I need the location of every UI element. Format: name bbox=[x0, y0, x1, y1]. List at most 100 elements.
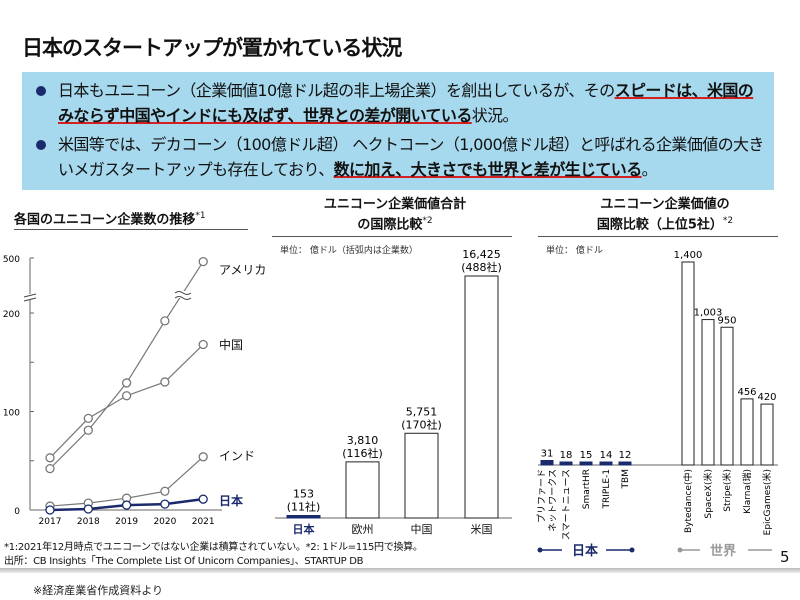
data-point bbox=[45, 453, 55, 463]
chart3-rule bbox=[538, 236, 778, 237]
category-label: 米国 bbox=[471, 523, 493, 536]
group-label: 世界 bbox=[710, 543, 736, 559]
bar bbox=[720, 326, 734, 466]
category-label: ネットワークス bbox=[548, 469, 559, 532]
series-line-中国 bbox=[49, 344, 204, 459]
series-label: インド bbox=[219, 449, 255, 463]
bar-中国 bbox=[404, 432, 439, 519]
data-point bbox=[121, 391, 132, 401]
group-label: 日本 bbox=[572, 543, 598, 559]
summary-box: 日本もユニコーン（企業価値10億ドル超の非上場企業）を創出しているが、そのスピー… bbox=[22, 72, 774, 190]
data-point bbox=[160, 499, 170, 509]
category-label: Bytedance(中) bbox=[682, 469, 694, 533]
line-break-icon bbox=[174, 291, 192, 300]
line-break-gap bbox=[176, 291, 190, 298]
chart3-title: ユニコーン企業価値の国際比較（上位5社）*2 bbox=[540, 196, 790, 233]
category-label: スマートニュース bbox=[562, 469, 572, 540]
bar-日本 bbox=[286, 515, 321, 519]
y-tick-label: 500 bbox=[3, 255, 20, 265]
bar bbox=[618, 461, 632, 466]
data-point bbox=[198, 494, 208, 504]
value-label: 420 bbox=[757, 392, 776, 403]
x-tick-label: 2018 bbox=[77, 517, 100, 527]
category-label: Klarna(瑞) bbox=[741, 469, 753, 514]
bar bbox=[740, 398, 754, 466]
bullet-text: 状況。 bbox=[471, 106, 519, 125]
x-tick-label: 2019 bbox=[115, 517, 138, 527]
bar bbox=[579, 461, 593, 466]
group-dot-icon bbox=[629, 547, 635, 553]
axis-break-icon bbox=[23, 293, 37, 302]
bar bbox=[701, 319, 715, 466]
bar bbox=[599, 461, 613, 466]
bullet-1: 日本もユニコーン（企業価値10億ドル超の非上場企業）を創出しているが、そのスピー… bbox=[32, 78, 764, 128]
value-label: 18 bbox=[560, 450, 573, 461]
series-label: アメリカ bbox=[219, 263, 266, 277]
category-label: SpaceX(米) bbox=[702, 469, 714, 519]
y-tick-label: 0 bbox=[14, 507, 20, 517]
bullet-emphasis: スピードは、米国のみならず中国やインドにも及ばず、世界との差が開いている bbox=[58, 81, 754, 125]
data-point bbox=[83, 425, 93, 435]
category-label: EpicGames(米) bbox=[761, 469, 773, 535]
chart3-unit: 単位： 億ドル bbox=[546, 246, 603, 256]
data-point bbox=[45, 505, 55, 515]
y-tick-label: 100 bbox=[3, 409, 20, 419]
chart2-title-l2: の国際比較 bbox=[357, 217, 423, 233]
chart2-title-l1: ユニコーン企業価値合計 bbox=[323, 197, 467, 212]
slide-bottom-border bbox=[0, 568, 800, 573]
count-label: (170社) bbox=[401, 417, 442, 431]
credit-note: ※経済産業省作成資料より bbox=[33, 584, 163, 597]
bar bbox=[681, 261, 695, 466]
value-label: 1,003 bbox=[694, 308, 723, 319]
series-label: 日本 bbox=[219, 493, 243, 508]
value-label: 16,425 bbox=[462, 248, 501, 261]
bullet-dot-icon bbox=[36, 86, 46, 96]
category-label: SmartHR bbox=[582, 469, 592, 509]
chart3-title-l1: ユニコーン企業価値の bbox=[600, 197, 730, 212]
bar-米国 bbox=[464, 275, 499, 519]
count-label: (116社) bbox=[342, 446, 383, 460]
chart1-title-text: 各国のユニコーン企業数の推移 bbox=[14, 212, 196, 228]
footnote: *1:2021年12月時点でユニコーンではない企業は積算されていない。*2: 1… bbox=[4, 542, 423, 553]
group-dot-icon bbox=[537, 547, 543, 553]
category-label: Stripe(米) bbox=[721, 469, 733, 512]
chart2-note: *2 bbox=[422, 216, 433, 226]
bullet-emphasis: 数に加え、大きさでも世界と差が生じている bbox=[333, 160, 643, 179]
bullet-2: 米国等では、デカコーン（100億ドル超） ヘクトコーン（1,000億ドル超）と呼… bbox=[32, 132, 764, 182]
chart2-unit: 単位： 億ドル（括弧内は企業数） bbox=[280, 246, 418, 256]
data-point bbox=[121, 500, 132, 510]
value-label: 153 bbox=[293, 488, 314, 501]
value-label: 1,400 bbox=[674, 250, 703, 261]
data-point bbox=[198, 339, 208, 350]
bar bbox=[760, 403, 774, 466]
value-label: 456 bbox=[737, 387, 756, 398]
data-point bbox=[160, 377, 170, 387]
bullet-dot-icon bbox=[36, 140, 46, 150]
bar bbox=[559, 461, 573, 466]
data-point bbox=[83, 413, 93, 424]
value-label: 12 bbox=[619, 450, 632, 461]
category-label: TRIPLE-1 bbox=[602, 469, 612, 510]
value-label: 15 bbox=[580, 450, 593, 461]
data-point bbox=[198, 452, 208, 462]
value-label: 31 bbox=[541, 449, 554, 460]
bullet-text: 日本もユニコーン（企業価値10億ドル超の非上場企業）を創出しているが、その bbox=[58, 81, 615, 100]
category-label: TBM bbox=[621, 469, 631, 489]
chart1-title: 各国のユニコーン企業数の推移*1 bbox=[14, 208, 254, 228]
chart2-title: ユニコーン企業価値合計の国際比較*2 bbox=[270, 196, 520, 233]
page-number: 5 bbox=[780, 548, 790, 566]
count-label: (11社) bbox=[287, 500, 321, 514]
bullet-text: 。 bbox=[641, 160, 658, 179]
x-tick-label: 2021 bbox=[192, 517, 215, 527]
value-label: 5,751 bbox=[406, 405, 438, 418]
chart3-title-l2: 国際比較（上位5社） bbox=[596, 217, 723, 233]
y-tick-label: 200 bbox=[3, 310, 20, 320]
x-tick-label: 2017 bbox=[39, 517, 62, 527]
data-point bbox=[198, 256, 208, 267]
axis-break-gap bbox=[24, 294, 36, 300]
bullet-text: 米国等では、デカコーン（100億ドル超） ヘクトコーン（1,000億ドル超）と呼… bbox=[58, 135, 764, 179]
category-label: 中国 bbox=[411, 523, 433, 536]
category-label: 欧州 bbox=[352, 523, 374, 536]
chart3-note: *2 bbox=[722, 216, 734, 226]
